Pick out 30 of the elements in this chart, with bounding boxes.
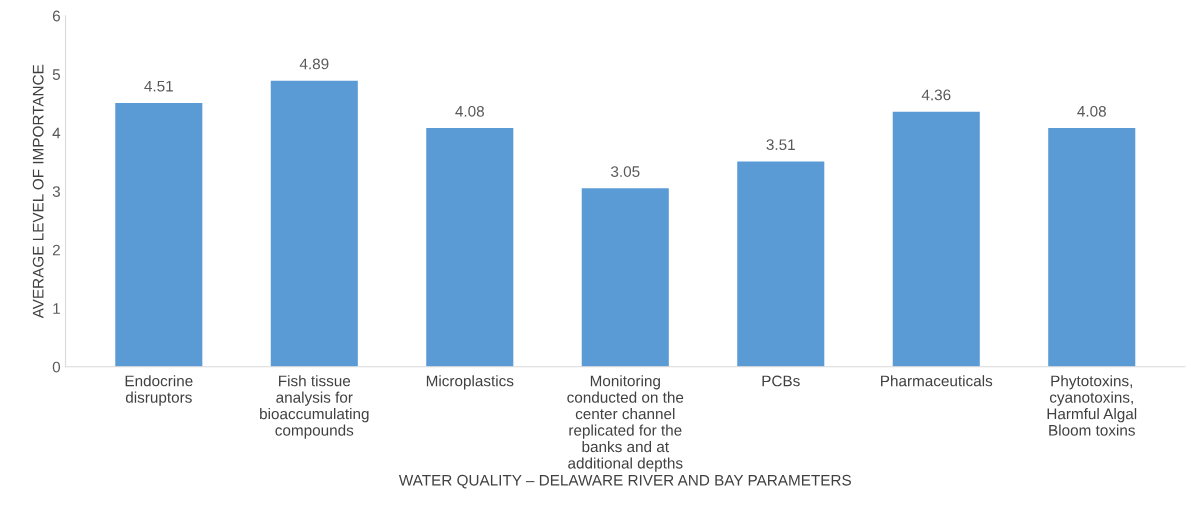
y-tick-label: 2 — [52, 244, 60, 256]
data-label: 4.89 — [299, 58, 329, 70]
y-tick-label: 1 — [53, 303, 60, 314]
data-label: 3.51 — [766, 139, 795, 151]
bar — [581, 188, 669, 367]
bar — [270, 80, 358, 367]
x-tick-label: Monitoring conducted on the center channel replicated for the banks and at additional depths — [567, 375, 684, 472]
data-label: 4.08 — [1077, 105, 1106, 117]
x-tick-label: Pharmaceuticals — [881, 375, 993, 387]
y-tick-label: 4 — [52, 127, 61, 139]
y-axis-title: AVERAGE LEVEL OF IMPORTANCE — [32, 64, 44, 319]
bar — [892, 111, 980, 367]
bar — [426, 128, 514, 367]
x-tick-label: Fish tissue analysis for bioaccumulating compounds — [260, 375, 369, 439]
data-label: 4.51 — [144, 80, 173, 92]
bar — [737, 161, 825, 367]
y-tick-label: 0 — [52, 361, 61, 373]
x-tick-label: Phytotoxins, cyanotoxins, Harmful Algal Bloom toxins — [1047, 375, 1137, 436]
bar — [115, 102, 203, 367]
data-label: 4.08 — [455, 105, 484, 117]
y-tick-label: 3 — [52, 186, 60, 197]
x-tick-label: Microplastics — [426, 375, 514, 390]
bar — [1048, 128, 1136, 367]
x-tick-label: Endocrine disruptors — [125, 375, 193, 406]
data-label: 4.36 — [921, 89, 951, 101]
x-axis-title: WATER QUALITY – DELAWARE RIVER AND BAY PARAMETERS — [398, 474, 851, 489]
y-tick-label: 6 — [52, 10, 60, 22]
y-tick-label: 5 — [52, 69, 60, 80]
data-label: 3.05 — [610, 166, 640, 177]
x-tick-label: PCBs — [762, 375, 800, 387]
